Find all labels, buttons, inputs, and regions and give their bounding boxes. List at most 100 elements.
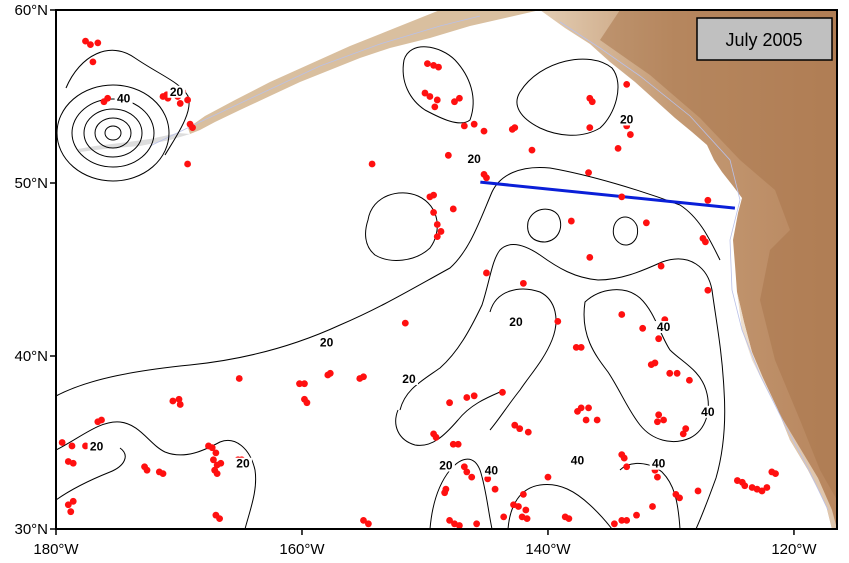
float-marker	[623, 516, 631, 524]
contour-label: 40	[571, 453, 585, 467]
float-marker	[582, 416, 590, 424]
contour-label: 20	[620, 112, 634, 126]
contour-label-background	[698, 405, 717, 418]
float-marker	[451, 98, 458, 106]
float-marker	[585, 404, 592, 412]
float-marker	[511, 124, 519, 132]
float-marker	[673, 369, 681, 377]
float-marker	[143, 466, 151, 474]
float-marker	[68, 442, 76, 450]
contour-label: 20	[467, 152, 481, 166]
contour-label: 40	[117, 92, 131, 106]
float-marker	[758, 487, 766, 495]
float-marker	[585, 169, 592, 177]
float-marker	[98, 416, 105, 424]
x-tick-label: 160°W	[279, 541, 325, 558]
float-marker	[468, 473, 476, 481]
float-marker	[657, 262, 665, 270]
contour-label-background	[167, 85, 186, 98]
contour-label: 20	[170, 85, 184, 99]
y-tick-label: 40°N	[14, 348, 48, 365]
contour-label: 40	[657, 320, 671, 334]
float-marker	[647, 361, 655, 369]
float-marker	[572, 343, 580, 351]
float-marker	[626, 131, 634, 138]
float-marker	[176, 401, 184, 408]
float-marker	[213, 470, 221, 478]
float-marker	[69, 459, 77, 467]
float-marker	[456, 522, 463, 529]
float-marker	[623, 463, 631, 471]
argo-float-markers	[58, 37, 779, 529]
float-marker	[655, 335, 663, 343]
month-label: July 2005	[725, 30, 802, 50]
float-marker	[216, 515, 223, 523]
float-marker	[704, 196, 712, 204]
float-marker	[593, 416, 601, 424]
float-marker	[217, 459, 225, 467]
float-marker	[523, 515, 531, 523]
x-tick-label: 180°W	[33, 541, 79, 558]
contour-label: 20	[509, 315, 523, 329]
contour-label-background	[399, 372, 418, 385]
float-marker	[620, 454, 628, 462]
coastal-relief-light	[737, 292, 837, 529]
float-marker	[368, 160, 376, 168]
float-marker	[303, 399, 311, 407]
float-marker	[519, 491, 527, 498]
float-marker	[401, 319, 409, 327]
float-marker	[588, 98, 596, 106]
float-marker	[577, 343, 585, 351]
float-marker	[499, 388, 506, 396]
float-marker	[524, 428, 532, 436]
contour-label-background	[233, 457, 252, 470]
contour-label-background	[317, 336, 336, 349]
float-marker	[159, 470, 167, 478]
float-marker	[772, 470, 779, 478]
float-marker	[69, 497, 77, 505]
float-marker	[100, 98, 108, 106]
float-marker	[449, 205, 457, 213]
float-marker	[449, 440, 457, 448]
float-marker	[169, 397, 177, 405]
float-marker	[296, 380, 303, 388]
contour-label-background	[654, 321, 673, 334]
float-marker	[554, 318, 562, 325]
float-marker	[210, 456, 217, 464]
float-marker	[763, 484, 771, 491]
float-marker	[484, 475, 492, 483]
float-marker	[618, 516, 626, 524]
float-marker	[365, 520, 372, 528]
y-tick-label: 30°N	[14, 521, 48, 538]
float-marker	[586, 253, 594, 261]
float-marker	[356, 375, 364, 382]
float-marker	[686, 376, 693, 384]
float-marker	[679, 430, 687, 438]
contour-label-background	[506, 315, 525, 328]
contour-label-background	[436, 459, 455, 472]
contour-label-background	[87, 440, 106, 453]
float-marker	[430, 209, 437, 216]
float-marker	[565, 515, 573, 523]
float-marker	[470, 392, 478, 400]
coastal-mountains-dark	[600, 10, 837, 500]
float-marker	[528, 146, 536, 154]
contour-label-background	[482, 464, 501, 477]
float-marker	[639, 324, 647, 332]
float-marker	[610, 520, 618, 528]
map-frame	[55, 9, 838, 530]
contour-label: 40	[701, 405, 715, 419]
float-marker	[360, 516, 367, 524]
float-marker	[433, 233, 441, 241]
float-marker	[212, 449, 220, 457]
float-marker	[208, 444, 216, 452]
float-marker	[301, 380, 308, 388]
latitude-axis: 60°N 50°N 40°N 30°N	[14, 2, 56, 538]
float-marker	[426, 93, 434, 100]
float-marker	[433, 221, 441, 228]
float-marker	[444, 151, 452, 159]
float-marker	[470, 120, 478, 128]
float-marker	[694, 487, 702, 495]
float-marker	[89, 58, 97, 66]
